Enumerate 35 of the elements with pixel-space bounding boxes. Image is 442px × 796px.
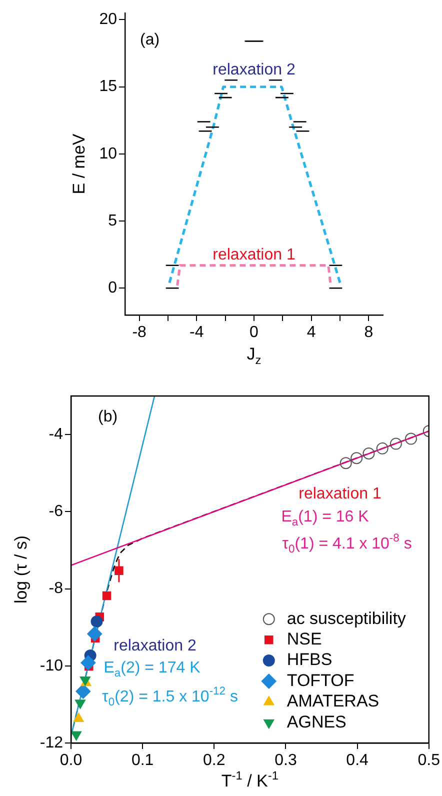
y-tick-label: -12 [40, 734, 64, 752]
y-tick-label: -6 [48, 503, 64, 520]
y-tick-label: -4 [48, 426, 64, 443]
legend-label: TOFTOF [286, 670, 354, 690]
x-tick-label: 8 [364, 324, 374, 342]
y-axis-title: log (τ / s) [12, 535, 31, 604]
legend-label: AGNES [286, 712, 346, 732]
x-tick-label: 0 [250, 324, 259, 342]
x-tick-label: 4 [306, 324, 316, 342]
y-tick-label: 10 [99, 145, 118, 162]
legend-label: NSE [286, 630, 322, 649]
y-tick-label: 15 [99, 78, 118, 96]
y-tick-label: 0 [108, 280, 118, 297]
x-tick-label: 0.4 [346, 752, 369, 770]
legend-label: HFBS [286, 650, 332, 670]
x-tick-label: 0.3 [274, 752, 297, 770]
x-tick-label: 0.5 [418, 752, 440, 770]
x-tick-label: 0.0 [60, 752, 82, 770]
annotation: (b) [98, 408, 118, 426]
y-tick-label: -10 [40, 657, 64, 674]
y-tick-label: -8 [48, 580, 64, 598]
x-tick-label: 0.1 [131, 752, 154, 770]
legend-label: ac susceptibility [286, 608, 406, 628]
annotation: relaxation 2 [212, 61, 296, 78]
annotation: (a) [140, 31, 160, 48]
y-tick-label: 5 [108, 212, 118, 230]
x-tick-label: -8 [132, 324, 147, 342]
legend-label: AMATERAS [286, 692, 380, 711]
y-tick-label: 20 [99, 11, 118, 28]
annotation: relaxation 1 [212, 246, 296, 264]
y-axis-title: E / meV [70, 133, 89, 194]
annotation: relaxation 1 [298, 485, 382, 502]
x-tick-label: -4 [190, 324, 204, 342]
annotation: relaxation 2 [114, 637, 196, 654]
x-tick-label: 0.2 [203, 752, 226, 770]
